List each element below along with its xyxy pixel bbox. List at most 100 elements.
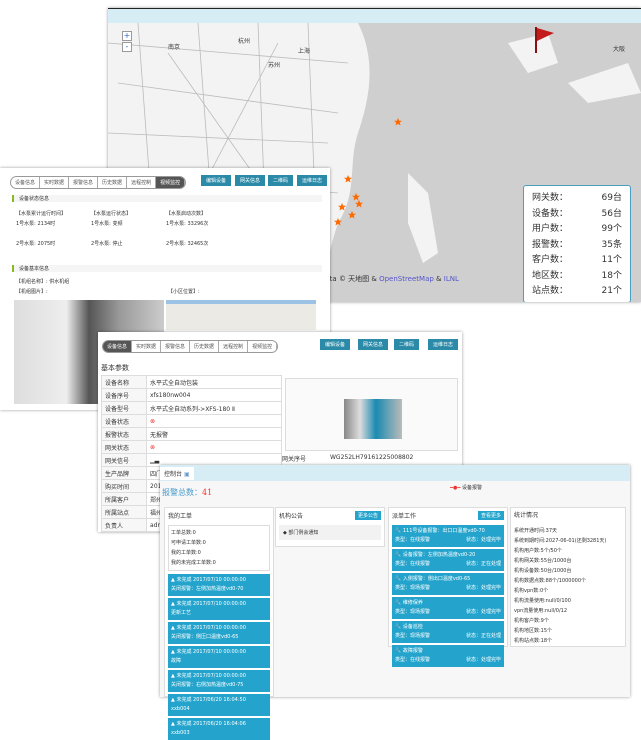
panel-title: 机构公告 xyxy=(279,513,304,520)
osm-link[interactable]: OpenStreetMap xyxy=(379,275,434,283)
alarm-legend-label: 设备报警 xyxy=(461,485,482,491)
star-marker-icon[interactable] xyxy=(344,175,352,183)
more-notices-button[interactable]: 更多公告 xyxy=(354,511,381,520)
zoom-in-button[interactable]: + xyxy=(122,31,132,41)
qr-code-button[interactable]: 二维码 xyxy=(268,175,294,186)
stat-value: 69台 xyxy=(601,193,622,203)
order-card[interactable]: ▲ 未完成 2017/07/10 00:00:00 关闭报警：右侧加热温度vd0-… xyxy=(168,670,270,692)
work-card[interactable]: 🔧 入侧报警：侧出口温度vd0-65 类型：现场报警 状态：处理完毕 xyxy=(392,573,504,595)
stat-value: 11个 xyxy=(601,255,622,265)
city-label: 上海 xyxy=(298,47,310,55)
stats-box: 网关数： 69台 设备数： 56台 用户数： 99个 报警数： 35条 客户数： 11个 … xyxy=(523,185,631,302)
table-row: 网关状态 ⊗ xyxy=(101,440,282,454)
work-title: 设备巡检 xyxy=(402,624,423,630)
area-map-image[interactable] xyxy=(166,300,316,330)
stat-label: 地区数： xyxy=(532,270,569,281)
order-card[interactable]: ▲ 未完成 2017/07/10 00:00:00 关闭报警：左侧加热温度vd0-… xyxy=(168,574,270,596)
work-status: 状态：正在处理 xyxy=(465,561,501,567)
order-count-link[interactable]: 工单总数:0 xyxy=(171,530,196,536)
stat-line: 机构设备数:50台/1000台 xyxy=(514,568,572,574)
lock-icon: ▲ xyxy=(171,625,177,631)
wrench-icon: 🔧 xyxy=(395,552,403,558)
tab-alarms[interactable]: 报警信息 xyxy=(161,341,191,352)
field-label: 【水泵运行状态】 xyxy=(91,211,132,217)
order-count-link[interactable]: 可申请工单数:0 xyxy=(171,540,206,546)
flag-marker-icon[interactable] xyxy=(535,27,554,53)
panel-title: 统计情况 xyxy=(514,512,539,519)
stat-line: 机构网关数:55台/1000台 xyxy=(514,558,572,564)
param-label: 设备名称 xyxy=(101,375,147,389)
dispatch-work-panel: 派单工作 查看更多 🔧 111号设备报警：出口口温度vd0-70 类型：在线报警 状态… xyxy=(388,507,508,667)
param-value: ⊗ xyxy=(146,440,282,454)
field-value: 2号水泵: 2075时 xyxy=(16,241,56,247)
tab-console[interactable]: 控制台 xyxy=(164,471,183,478)
order-count-link[interactable]: 我的未完成工单数:0 xyxy=(171,560,216,566)
tab-remote[interactable]: 远程控制 xyxy=(219,341,249,352)
param-value: 无报警 xyxy=(146,427,282,441)
table-row: 设备名称 水平式全自动包装 xyxy=(101,375,282,389)
tab-device-info[interactable]: 设备信息 xyxy=(11,177,41,188)
order-count-link[interactable]: 我的工单数:0 xyxy=(171,550,201,556)
tab-video[interactable]: 视频监控 xyxy=(156,177,186,188)
field-label: 网关序号 xyxy=(282,456,307,463)
work-title: 111号设备报警：出口口温度vd0-70 xyxy=(402,528,485,534)
tab-remote[interactable]: 远程控制 xyxy=(127,177,157,188)
attribution-separator: & xyxy=(433,275,444,283)
gateway-info-button[interactable]: 网关信息 xyxy=(235,175,266,186)
work-card[interactable]: 🔧 111号设备报警：出口口温度vd0-70 类型：在线报警 状态：处理完毕 xyxy=(392,525,504,547)
work-status: 状态：正在处理 xyxy=(465,633,501,639)
section-title: 设备基本信息 xyxy=(12,265,322,272)
maintenance-log-button[interactable]: 运维日志 xyxy=(297,175,328,186)
table-row: 报警状态 无报警 xyxy=(101,427,282,441)
ilnl-link[interactable]: ILNL xyxy=(443,275,459,283)
gateway-info-button[interactable]: 网关信息 xyxy=(358,339,389,350)
city-label: 苏州 xyxy=(268,61,280,69)
table-row: 设备序号 xfs180nw004 xyxy=(101,388,282,402)
field-label: 【水泵启动次数】 xyxy=(166,211,207,217)
close-tab-icon[interactable]: ▣ xyxy=(183,471,190,478)
edit-device-button[interactable]: 编辑设备 xyxy=(201,175,232,186)
work-card[interactable]: 🔧 设备巡检 类型：现场报警 状态：正在处理 xyxy=(392,621,504,643)
qr-code-button[interactable]: 二维码 xyxy=(394,339,420,350)
notice-panel: 机构公告 更多公告 ◆ 部门例会通知 xyxy=(275,507,385,547)
tab-history[interactable]: 历史数据 xyxy=(190,341,220,352)
lock-icon: ▲ xyxy=(171,673,177,679)
stat-label: 客户数： xyxy=(532,255,569,265)
section-title: 设备状态信息 xyxy=(12,195,322,202)
order-card[interactable]: ▲ 未完成 2017/07/10 00:00:00 故障 xyxy=(168,646,270,668)
work-type: 类型：现场报警 xyxy=(395,609,431,615)
order-status: 未完成 2017/07/10 00:00:00 xyxy=(176,649,246,655)
wrench-icon: 🔧 xyxy=(395,600,403,606)
tab-history[interactable]: 历史数据 xyxy=(98,177,128,188)
table-row: 设备状态 ⊗ xyxy=(101,414,282,428)
view-more-button[interactable]: 查看更多 xyxy=(477,511,504,520)
tab-alarms[interactable]: 报警信息 xyxy=(69,177,99,188)
attribution-text: Data © 天地图 & xyxy=(320,275,380,283)
maintenance-log-button[interactable]: 运维日志 xyxy=(428,339,459,350)
zoom-out-button[interactable]: - xyxy=(122,42,132,52)
field-label: 【机组图片】: xyxy=(16,289,48,295)
work-title: 设备报警：左侧加热温度vd0-20 xyxy=(402,552,476,558)
order-card[interactable]: ▲ 未完成 2017/06/20 16:04:06 xxb003 xyxy=(168,718,270,740)
tab-realtime[interactable]: 实时数据 xyxy=(132,341,162,352)
star-marker-icon[interactable] xyxy=(338,203,346,211)
lock-icon: ▲ xyxy=(171,697,177,703)
order-card[interactable]: ▲ 未完成 2017/06/20 16:04:50 xxb004 xyxy=(168,694,270,716)
order-card[interactable]: ▲ 未完成 2017/07/10 00:00:00 更新工艺 xyxy=(168,598,270,620)
notice-item[interactable]: ◆ 部门例会通知 xyxy=(279,525,381,540)
param-label: 报警状态 xyxy=(101,427,147,441)
work-card[interactable]: 🔧 维修保养 类型：现场报警 状态：处理完毕 xyxy=(392,597,504,619)
work-status: 状态：处理完毕 xyxy=(465,657,501,663)
order-card[interactable]: ▲ 未完成 2017/07/10 00:00:00 关闭报警：侧压口温度vd0-6… xyxy=(168,622,270,644)
alarm-total-value: 41 xyxy=(202,488,213,497)
tab-realtime[interactable]: 实时数据 xyxy=(40,177,70,188)
work-type: 类型：现场报警 xyxy=(395,585,431,591)
param-label: 所属站点 xyxy=(101,505,147,519)
tab-video[interactable]: 视频监控 xyxy=(248,341,278,352)
field-label: 【小区位置】: xyxy=(168,289,200,295)
edit-device-button[interactable]: 编辑设备 xyxy=(320,339,351,350)
work-card[interactable]: 🔧 故障报警 类型：在线报警 状态：处理完毕 xyxy=(392,645,504,667)
work-card[interactable]: 🔧 设备报警：左侧加热温度vd0-20 类型：在线报警 状态：正在处理 xyxy=(392,549,504,571)
tab-device-info[interactable]: 设备信息 xyxy=(103,341,133,352)
param-label: 负责人 xyxy=(101,518,147,532)
